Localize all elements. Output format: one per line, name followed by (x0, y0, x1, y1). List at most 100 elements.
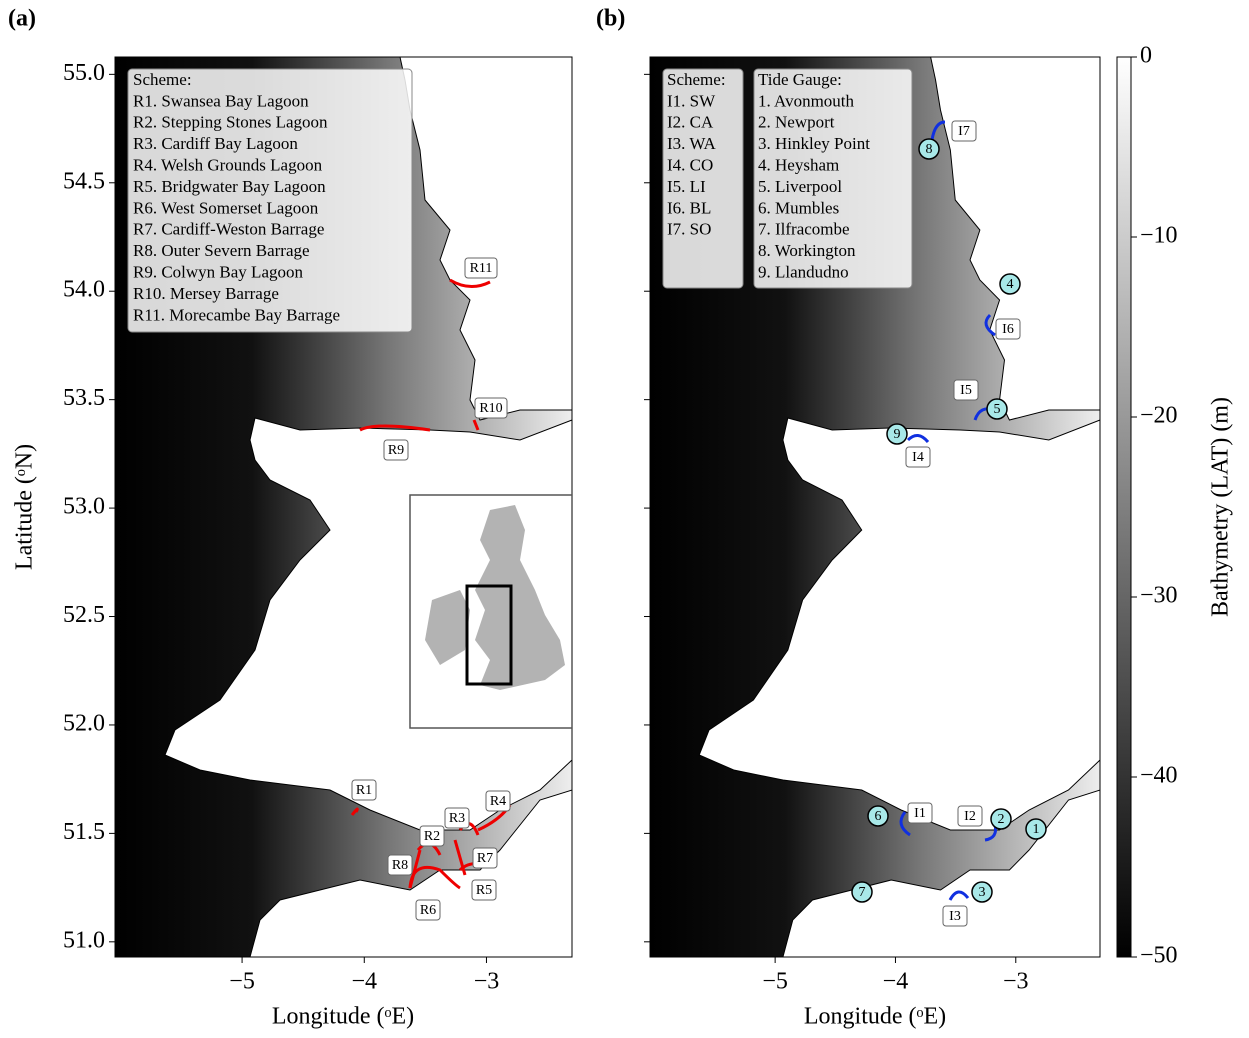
x-tick-label: −4 (883, 969, 909, 995)
site-label: R2 (424, 829, 440, 844)
legend-item: 9. Llandudno (758, 263, 849, 282)
inset (409, 494, 573, 729)
legend-item: 1. Avonmouth (758, 91, 855, 110)
x-tick-label: −5 (762, 969, 788, 995)
y-tick-label: 52.5 (63, 602, 105, 628)
legend-item: 4. Heysham (758, 156, 839, 175)
legend-item: 7. Ilfracombe (758, 220, 850, 239)
site-label: I4 (912, 450, 924, 465)
y-tick-label: 54.0 (63, 277, 105, 303)
site-label-box (351, 779, 377, 801)
gauge-marker (990, 808, 1012, 830)
colorbar-tick-label: 0 (1140, 43, 1152, 69)
site-label: I3 (949, 909, 961, 924)
site-label: R10 (479, 401, 502, 416)
legend-item: 2. Newport (758, 113, 835, 132)
gauge-marker (986, 398, 1008, 420)
gauge-marker (851, 881, 873, 903)
legend-item: R6. West Somerset Lagoon (133, 198, 319, 217)
legend-box (753, 68, 913, 289)
panel-label: (a) (8, 6, 36, 32)
site-label: I5 (960, 383, 972, 398)
legend-item: R2. Stepping Stones Lagoon (133, 113, 328, 132)
legend-item: R3. Cardiff Bay Lagoon (133, 134, 298, 153)
site-label-box (444, 807, 470, 829)
site-label-box (474, 397, 508, 419)
site-label-box (951, 120, 977, 142)
legend-title: Scheme: (133, 70, 192, 89)
site-label: R4 (490, 794, 506, 809)
gauge-marker (1025, 818, 1047, 840)
legend-item: 5. Liverpool (758, 177, 842, 196)
site-label-box (905, 446, 931, 468)
legend-title: Tide Gauge: (758, 70, 842, 89)
legend-item: I5. LI (667, 177, 706, 196)
colorbar-tick-label: −10 (1140, 223, 1178, 249)
gauge-label: 5 (994, 402, 1001, 417)
site-label: R5 (476, 883, 492, 898)
site-label: I1 (914, 806, 926, 821)
gauge-marker (971, 881, 993, 903)
site-label: R6 (420, 903, 436, 918)
site-label-box (472, 847, 498, 869)
site-label: R3 (449, 811, 465, 826)
colorbar-tick-label: −40 (1140, 763, 1178, 789)
legend-item: I7. SO (667, 220, 711, 239)
legend-item: I4. CO (667, 156, 713, 175)
site-label: R11 (470, 261, 493, 276)
site-label: I7 (958, 124, 970, 139)
legend-title: Scheme: (667, 70, 726, 89)
site-label-box (419, 825, 445, 847)
legend-item: R5. Bridgwater Bay Lagoon (133, 177, 326, 196)
colorbar (1116, 56, 1132, 958)
y-tick-label: 53.0 (63, 494, 105, 520)
gauge-marker (999, 273, 1021, 295)
legend-item: R4. Welsh Grounds Lagoon (133, 156, 323, 175)
legend-item: R11. Morecambe Bay Barrage (133, 305, 340, 324)
gauge-label: 4 (1007, 277, 1014, 292)
y-tick-label: 53.5 (63, 385, 105, 411)
gauge-marker (886, 423, 908, 445)
site-label-box (957, 805, 983, 827)
legend-item: 8. Workington (758, 241, 856, 260)
y-tick-label: 54.5 (63, 168, 105, 194)
panel-label: (b) (596, 6, 625, 32)
x-tick-label: −5 (229, 969, 255, 995)
legend-item: R9. Colwyn Bay Lagoon (133, 263, 303, 282)
site-label-box (907, 802, 933, 824)
y-tick-label: 51.5 (63, 819, 105, 845)
colorbar-tick-label: −50 (1140, 943, 1178, 969)
x-tick-label: −3 (1003, 969, 1029, 995)
y-tick-label: 52.0 (63, 710, 105, 736)
legend-item: I2. CA (667, 113, 714, 132)
gauge-label: 6 (875, 809, 882, 824)
y-axis-label: Latitude (ᵒN) (12, 444, 38, 570)
colorbar-tick-label: −20 (1140, 403, 1178, 429)
gauge-label: 8 (926, 142, 933, 157)
legend-item: 3. Hinkley Point (758, 134, 870, 153)
legend-item: R10. Mersey Barrage (133, 284, 279, 303)
gauge-label: 3 (979, 885, 986, 900)
colorbar-tick-label: −30 (1140, 583, 1178, 609)
site-label: R7 (477, 851, 493, 866)
y-tick-label: 51.0 (63, 927, 105, 953)
panel-frame (649, 56, 1101, 958)
site-label-box (485, 790, 511, 812)
gauge-label: 7 (859, 885, 866, 900)
gauge-label: 2 (998, 812, 1005, 827)
legend-item: R1. Swansea Bay Lagoon (133, 91, 309, 110)
x-tick-label: −4 (351, 969, 377, 995)
site-label-box (942, 905, 968, 927)
legend-item: I6. BL (667, 198, 711, 217)
colorbar-label: Bathymetry (LAT) (m) (1208, 397, 1234, 617)
gauge-marker (918, 138, 940, 160)
gauge-marker (867, 805, 889, 827)
site-label: R1 (356, 783, 372, 798)
site-label: R9 (388, 443, 404, 458)
scheme-outlines (899, 120, 997, 901)
site-label: I6 (1002, 322, 1014, 337)
site-label-box (464, 257, 498, 279)
site-label: R8 (392, 858, 408, 873)
x-tick-label: −3 (474, 969, 500, 995)
